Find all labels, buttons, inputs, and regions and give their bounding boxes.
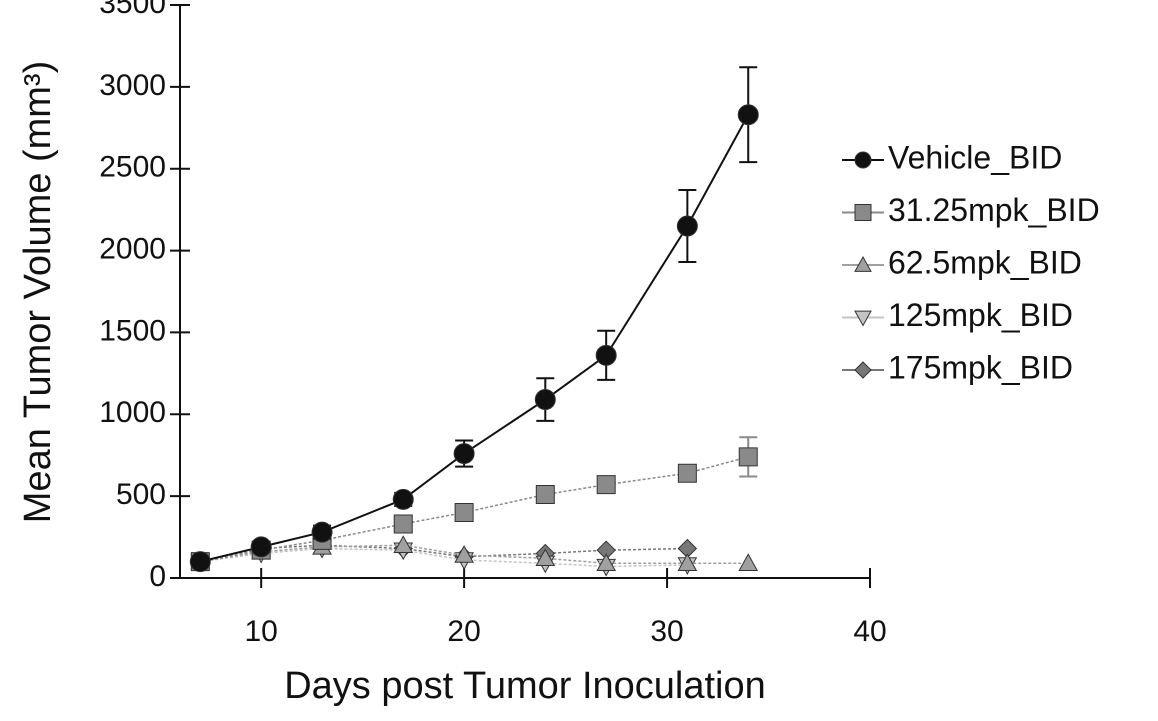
x-tick-label: 20 — [447, 615, 480, 648]
y-axis-title: Mean Tumor Volume (mm³) — [17, 61, 59, 523]
marker — [855, 205, 871, 221]
marker — [455, 504, 473, 522]
y-tick-label: 0 — [149, 560, 166, 593]
y-tick-label: 2500 — [99, 151, 166, 184]
marker — [536, 486, 554, 504]
y-tick-label: 3000 — [99, 69, 166, 102]
marker — [454, 444, 474, 464]
legend-label: Vehicle_BID — [888, 139, 1062, 175]
x-tick-label: 40 — [853, 615, 886, 648]
series-line — [200, 115, 748, 562]
legend-label: 62.5mpk_BID — [888, 244, 1082, 280]
marker — [393, 489, 413, 509]
x-axis-title: Days post Tumor Inoculation — [284, 665, 766, 707]
marker — [738, 105, 758, 125]
y-tick-label: 1000 — [99, 396, 166, 429]
marker — [394, 515, 412, 533]
marker — [677, 216, 697, 236]
marker — [739, 448, 757, 466]
legend-label: 175mpk_BID — [888, 349, 1073, 385]
x-tick-label: 10 — [244, 615, 277, 648]
marker — [251, 537, 271, 557]
marker — [535, 390, 555, 410]
legend-label: 31.25mpk_BID — [888, 192, 1100, 228]
marker — [855, 152, 871, 168]
y-tick-label: 500 — [116, 478, 166, 511]
y-tick-label: 1500 — [99, 314, 166, 347]
series-line — [200, 457, 748, 562]
y-tick-label: 3500 — [99, 0, 166, 20]
marker — [855, 362, 871, 378]
marker — [190, 552, 210, 572]
legend-label: 125mpk_BID — [888, 297, 1073, 333]
y-tick-label: 2000 — [99, 232, 166, 265]
marker — [678, 464, 696, 482]
marker — [596, 345, 616, 365]
marker — [312, 522, 332, 542]
x-tick-label: 30 — [650, 615, 683, 648]
marker — [739, 554, 757, 570]
marker — [597, 476, 615, 494]
